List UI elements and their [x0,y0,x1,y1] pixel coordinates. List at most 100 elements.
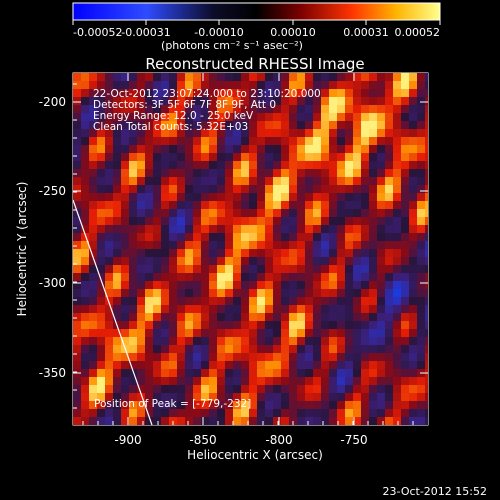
heatmap-cell [281,281,290,290]
heatmap-cell [137,257,146,266]
heatmap-cell [425,281,428,290]
heatmap-cell [265,137,274,146]
heatmap-cell [185,201,194,210]
info-line-energy-range: Energy Range: 12.0 - 25.0 keV [93,110,254,122]
heatmap-cell [153,353,162,362]
heatmap-cell [313,233,322,242]
heatmap-cell [425,209,428,218]
heatmap-cell [337,361,346,370]
heatmap-cell [233,113,242,122]
heatmap-cell [249,241,258,250]
heatmap-cell [337,113,346,122]
heatmap-cell [233,185,242,194]
heatmap-cell [81,241,90,250]
heatmap-cell [425,329,428,338]
heatmap-cell [353,193,362,202]
heatmap-cell [369,89,378,98]
heatmap-cell [257,97,266,106]
heatmap-cell [241,105,250,114]
heatmap-cell [281,129,290,138]
heatmap-cell [129,281,138,290]
heatmap-cell [225,121,234,130]
heatmap-cell [385,329,394,338]
heatmap-cell [297,185,306,194]
heatmap-cell [321,97,330,106]
heatmap-cell [385,193,394,202]
heatmap-cell [385,129,394,138]
heatmap-cell [161,217,170,226]
heatmap-cell [377,321,386,330]
heatmap-cell [185,193,194,202]
heatmap-cell [257,225,266,234]
heatmap-cell [297,161,306,170]
heatmap-cell [161,297,170,306]
heatmap-cell [185,169,194,178]
heatmap-cell [81,225,90,234]
heatmap-cell [297,345,306,354]
heatmap-cell [137,225,146,234]
heatmap-cell [273,297,282,306]
heatmap-cell [305,385,314,394]
heatmap-cell [89,169,98,178]
heatmap-cell [409,337,418,346]
heatmap-cell [353,137,362,146]
heatmap-cell [169,137,178,146]
heatmap-cell [313,361,322,370]
heatmap-cell [337,209,346,218]
heatmap-cell [297,417,306,425]
heatmap-cell [409,281,418,290]
heatmap-cell [257,153,266,162]
heatmap-cell [393,161,402,170]
heatmap-cell [297,209,306,218]
heatmap-cell [145,297,154,306]
heatmap-cell [201,209,210,218]
heatmap-cell [321,129,330,138]
heatmap-cell [81,257,90,266]
heatmap-cell [137,281,146,290]
heatmap-cell [241,169,250,178]
heatmap-cell [417,73,426,82]
heatmap-cell [113,297,122,306]
heatmap-cell [257,161,266,170]
heatmap-cell [145,329,154,338]
timestamp-label: 23-Oct-2012 15:52 [383,485,487,498]
heatmap-cell [97,345,106,354]
heatmap-cell [241,353,250,362]
heatmap-cell [241,313,250,322]
heatmap-cell [417,385,426,394]
heatmap-cell [385,185,394,194]
heatmap-cell [121,217,130,226]
heatmap-cell [393,137,402,146]
heatmap-cell [305,249,314,258]
heatmap-cell [153,385,162,394]
heatmap-cell [225,145,234,154]
heatmap-cell [385,225,394,234]
heatmap-cell [281,241,290,250]
heatmap-cell [129,185,138,194]
heatmap-cell [201,337,210,346]
heatmap-cell [425,377,428,386]
heatmap-cell [417,313,426,322]
heatmap-cell [209,161,218,170]
heatmap-cell [353,377,362,386]
heatmap-cell [121,137,130,146]
heatmap-cell [169,297,178,306]
heatmap-cell [145,145,154,154]
heatmap-cell [225,321,234,330]
heatmap-cell [225,129,234,138]
heatmap-cell [345,249,354,258]
heatmap-cell [161,201,170,210]
heatmap-cell [81,185,90,194]
heatmap-cell [225,409,234,418]
heatmap-cell [89,249,98,258]
heatmap-cell [289,137,298,146]
heatmap-cell [337,105,346,114]
heatmap-cell [105,209,114,218]
heatmap-cell [297,73,306,82]
heatmap-cell [313,217,322,226]
heatmap-cell [241,225,250,234]
heatmap-cell [129,169,138,178]
heatmap-cell [193,337,202,346]
heatmap-cell [369,337,378,346]
